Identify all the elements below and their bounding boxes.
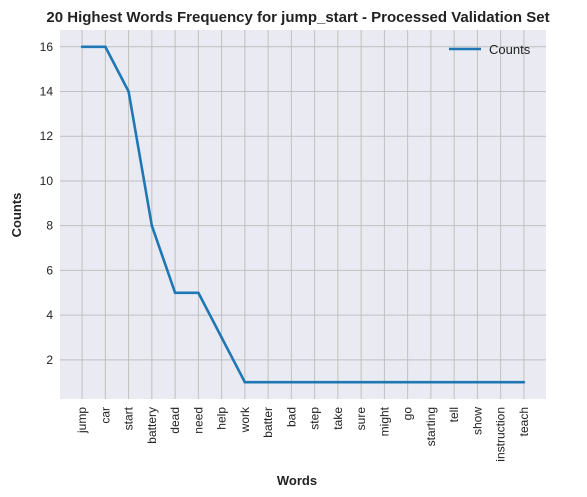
y-tick-label: 8 <box>46 219 53 233</box>
x-tick-label: starting <box>424 407 438 446</box>
data-point <box>150 224 154 227</box>
x-tick-label: jump <box>75 407 89 434</box>
x-tick-label: start <box>122 406 136 430</box>
data-point <box>336 380 340 384</box>
x-tick-label: step <box>308 407 322 430</box>
x-axis-label: Words <box>277 473 317 488</box>
x-tick-label: battery <box>145 407 159 444</box>
series-line-counts <box>82 45 524 384</box>
data-point <box>406 380 409 384</box>
data-point <box>313 380 316 384</box>
x-tick-label: batter <box>261 407 275 438</box>
y-tick-label: 2 <box>46 353 53 367</box>
y-axis-label: Counts <box>9 193 24 238</box>
y-tick-label: 10 <box>40 174 54 188</box>
x-tick-label: help <box>215 407 229 430</box>
y-tick-label: 14 <box>40 85 54 99</box>
x-tick-label: show <box>470 407 484 435</box>
data-point <box>173 291 177 295</box>
x-tick-label: need <box>191 407 205 434</box>
grid <box>60 30 546 399</box>
y-tick-label: 12 <box>40 129 54 143</box>
x-tick-label: dead <box>168 407 182 434</box>
data-point <box>197 291 200 295</box>
data-point <box>429 380 433 384</box>
y-tick-label: 4 <box>46 308 53 322</box>
data-point <box>476 380 479 384</box>
series-layer <box>80 45 526 384</box>
x-tick-label: might <box>377 406 391 436</box>
data-point <box>499 380 502 384</box>
x-tick-label: work <box>238 406 252 433</box>
data-point <box>104 45 107 49</box>
plot-area <box>60 30 546 399</box>
x-tick-label: tell <box>447 407 461 422</box>
data-point <box>522 380 526 384</box>
legend: Counts <box>449 42 531 57</box>
x-tick-label: car <box>98 407 112 424</box>
x-axis-ticks: jump car start battery dead need help work batte… <box>75 406 531 462</box>
data-point <box>243 380 247 384</box>
data-point <box>127 90 130 93</box>
x-tick-label: go <box>401 407 415 421</box>
x-tick-label: sure <box>354 407 368 431</box>
y-axis-ticks: 2 4 6 8 10 12 14 16 <box>40 40 54 367</box>
x-tick-label: teach <box>517 407 531 436</box>
x-tick-label: instruction <box>494 407 508 462</box>
data-point <box>80 45 84 49</box>
x-tick-label: bad <box>284 407 298 427</box>
data-point <box>266 380 270 384</box>
chart-title: 20 Highest Words Frequency for jump_star… <box>46 9 549 26</box>
data-point <box>220 336 223 339</box>
legend-label-counts: Counts <box>489 42 531 57</box>
data-point <box>359 380 363 384</box>
data-point <box>452 380 456 384</box>
data-point <box>383 380 386 384</box>
x-tick-label: take <box>331 407 345 430</box>
y-tick-label: 16 <box>40 40 54 54</box>
data-point <box>290 380 293 384</box>
y-tick-label: 6 <box>46 263 53 277</box>
